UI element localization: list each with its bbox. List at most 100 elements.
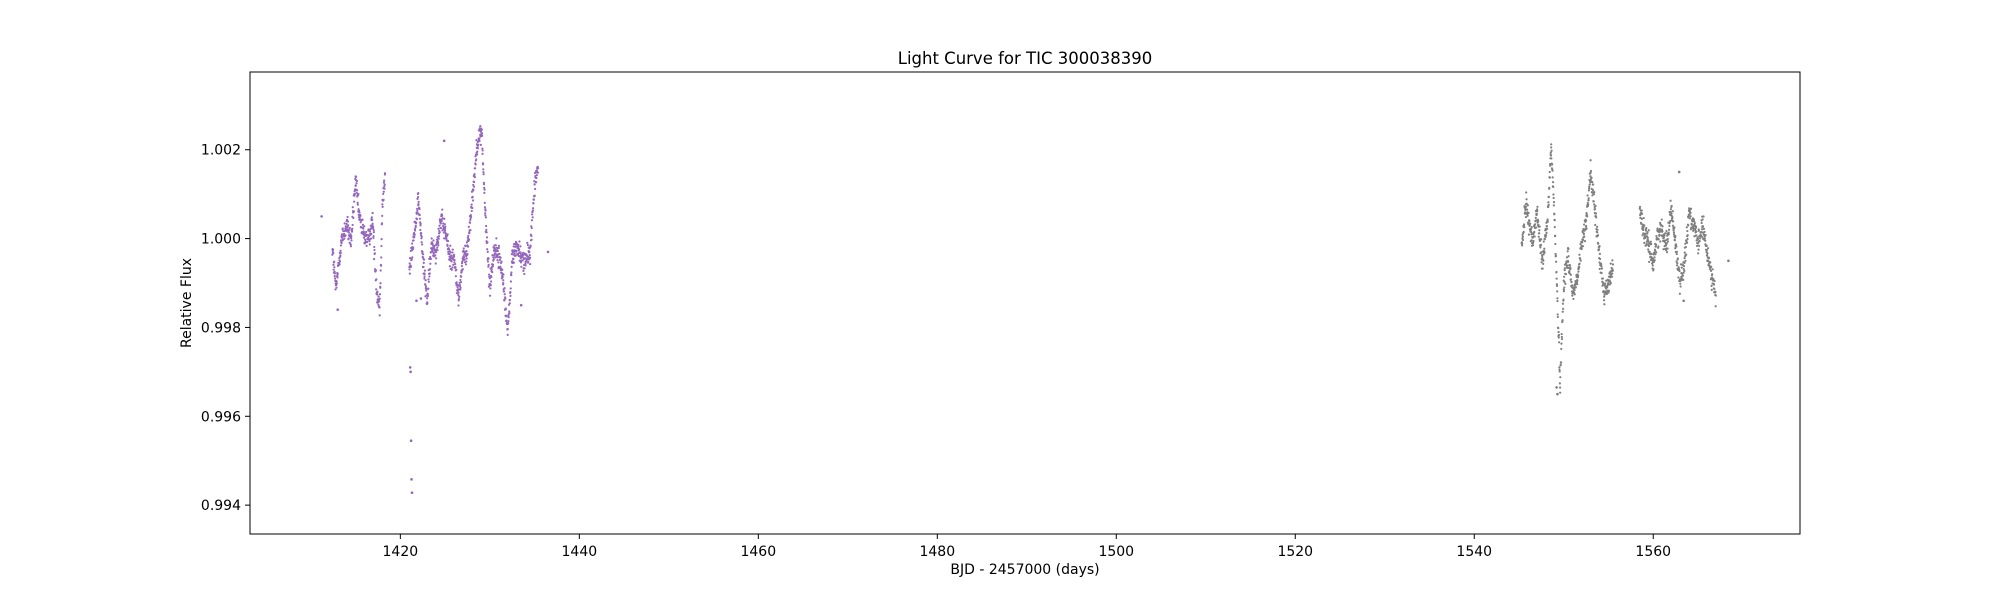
- data-point: [510, 265, 513, 268]
- series-2-points: [1520, 143, 1730, 396]
- data-point: [1552, 185, 1555, 189]
- data-point: [1595, 216, 1598, 219]
- data-point: [1582, 233, 1585, 236]
- data-point: [1558, 382, 1561, 385]
- data-point: [1653, 259, 1656, 262]
- data-point: [491, 263, 495, 266]
- data-point: [502, 290, 506, 293]
- data-point: [1547, 203, 1550, 207]
- data-point: [495, 237, 498, 240]
- data-point: [382, 190, 385, 193]
- data-point: [452, 255, 456, 258]
- data-point: [411, 256, 414, 259]
- data-point: [508, 312, 511, 315]
- data-point: [466, 245, 470, 248]
- data-point: [1700, 230, 1703, 234]
- data-point: [335, 280, 338, 283]
- x-tick-label: 1560: [1635, 544, 1671, 560]
- data-point: [1675, 245, 1678, 248]
- data-point: [1525, 208, 1529, 211]
- data-point: [1556, 315, 1559, 319]
- data-point: [1644, 232, 1647, 235]
- data-point: [341, 227, 344, 230]
- data-point: [448, 265, 452, 268]
- data-point: [428, 275, 431, 278]
- data-point: [1645, 242, 1648, 245]
- data-point: [530, 234, 533, 238]
- data-point: [1553, 225, 1556, 229]
- data-point: [425, 287, 428, 291]
- data-point: [1538, 229, 1541, 232]
- data-point: [1528, 222, 1532, 225]
- data-point: [512, 261, 515, 264]
- data-point: [1587, 197, 1590, 200]
- data-point: [1673, 233, 1676, 236]
- data-point: [442, 139, 446, 143]
- data-point: [370, 216, 373, 219]
- data-point: [1693, 220, 1696, 223]
- data-point: [1696, 238, 1700, 241]
- y-tick-label: 1.002: [201, 143, 241, 159]
- data-point: [485, 224, 488, 228]
- data-point: [451, 251, 454, 254]
- data-point: [470, 209, 473, 213]
- data-point: [335, 286, 338, 289]
- data-point: [487, 257, 490, 260]
- data-point: [441, 224, 445, 227]
- data-point: [519, 261, 523, 264]
- data-point: [371, 222, 374, 225]
- data-point: [533, 183, 536, 186]
- data-point: [487, 263, 490, 266]
- data-point: [1661, 230, 1664, 233]
- data-point: [353, 200, 356, 203]
- data-point: [350, 237, 353, 240]
- data-point: [1578, 265, 1581, 269]
- data-point: [1554, 252, 1557, 256]
- data-point: [1555, 270, 1558, 274]
- data-point: [336, 308, 340, 311]
- data-point: [492, 256, 495, 259]
- data-point: [501, 268, 504, 271]
- data-point: [474, 163, 477, 166]
- data-point: [449, 251, 452, 254]
- data-point: [1682, 267, 1685, 271]
- data-point: [1695, 244, 1699, 248]
- data-point: [1559, 391, 1562, 394]
- data-point: [1676, 264, 1679, 267]
- data-point: [434, 262, 437, 265]
- data-point: [1589, 159, 1592, 162]
- data-point: [469, 218, 472, 221]
- data-point: [503, 293, 506, 296]
- data-point: [415, 299, 418, 303]
- data-point: [1709, 269, 1713, 272]
- data-point: [378, 297, 381, 300]
- data-point: [1647, 248, 1650, 251]
- data-point: [466, 253, 469, 256]
- data-point: [496, 256, 499, 259]
- data-point: [1696, 236, 1699, 239]
- data-point: [1548, 170, 1551, 174]
- data-point: [1705, 244, 1708, 247]
- data-point: [441, 208, 444, 211]
- data-point: [1688, 217, 1692, 220]
- data-point: [510, 274, 513, 277]
- data-point: [419, 222, 422, 225]
- data-point: [1552, 193, 1555, 196]
- data-point: [351, 227, 354, 230]
- data-point: [1587, 189, 1591, 192]
- data-point: [487, 265, 490, 268]
- data-point: [331, 253, 334, 256]
- data-point: [476, 147, 480, 150]
- data-point: [1701, 231, 1704, 234]
- data-point: [443, 223, 446, 226]
- data-point: [1532, 239, 1535, 243]
- data-point: [1587, 187, 1591, 190]
- data-point: [1527, 233, 1531, 236]
- data-point: [492, 258, 495, 261]
- data-point: [506, 333, 509, 336]
- data-point: [1541, 267, 1544, 270]
- data-point: [427, 278, 430, 281]
- y-axis-label: Relative Flux: [179, 258, 195, 348]
- data-point: [1713, 287, 1716, 291]
- data-point: [1566, 250, 1569, 253]
